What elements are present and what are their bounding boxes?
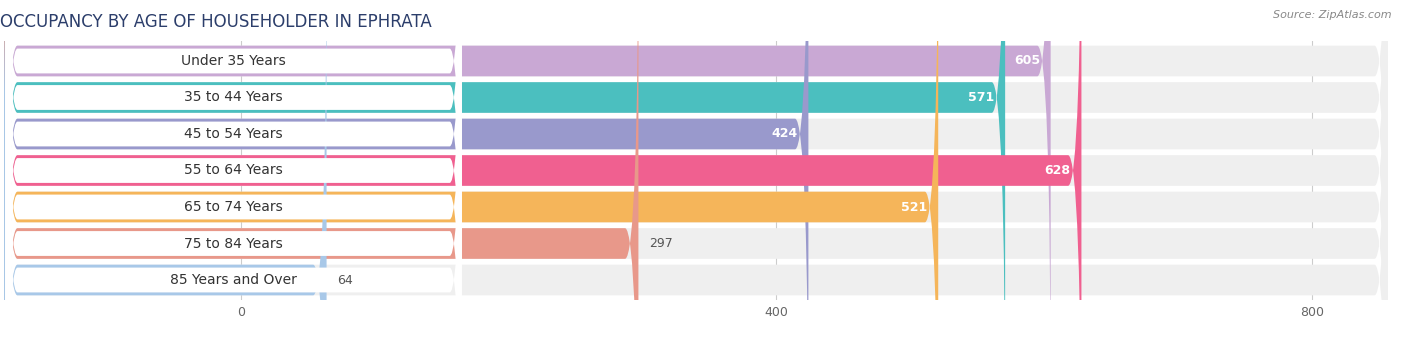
FancyBboxPatch shape bbox=[4, 0, 1388, 341]
Text: 55 to 64 Years: 55 to 64 Years bbox=[184, 163, 283, 178]
Text: Under 35 Years: Under 35 Years bbox=[181, 54, 285, 68]
FancyBboxPatch shape bbox=[4, 0, 1005, 341]
Text: OCCUPANCY BY AGE OF HOUSEHOLDER IN EPHRATA: OCCUPANCY BY AGE OF HOUSEHOLDER IN EPHRA… bbox=[0, 13, 432, 31]
FancyBboxPatch shape bbox=[4, 0, 1081, 341]
FancyBboxPatch shape bbox=[4, 0, 938, 341]
FancyBboxPatch shape bbox=[6, 0, 461, 341]
Text: 65 to 74 Years: 65 to 74 Years bbox=[184, 200, 283, 214]
FancyBboxPatch shape bbox=[4, 0, 1388, 341]
Text: 85 Years and Over: 85 Years and Over bbox=[170, 273, 297, 287]
Text: 521: 521 bbox=[901, 201, 928, 213]
Text: 628: 628 bbox=[1045, 164, 1071, 177]
Text: 424: 424 bbox=[772, 128, 797, 140]
FancyBboxPatch shape bbox=[6, 0, 461, 341]
FancyBboxPatch shape bbox=[4, 0, 326, 341]
FancyBboxPatch shape bbox=[6, 0, 461, 341]
FancyBboxPatch shape bbox=[4, 0, 1388, 341]
Text: 64: 64 bbox=[337, 273, 353, 286]
FancyBboxPatch shape bbox=[4, 0, 1050, 341]
FancyBboxPatch shape bbox=[4, 0, 1388, 341]
FancyBboxPatch shape bbox=[4, 0, 1388, 341]
FancyBboxPatch shape bbox=[4, 0, 1388, 341]
FancyBboxPatch shape bbox=[6, 0, 461, 341]
Text: 45 to 54 Years: 45 to 54 Years bbox=[184, 127, 283, 141]
Text: 605: 605 bbox=[1014, 55, 1040, 68]
FancyBboxPatch shape bbox=[6, 0, 461, 341]
FancyBboxPatch shape bbox=[4, 0, 638, 341]
Text: 297: 297 bbox=[650, 237, 673, 250]
Text: 35 to 44 Years: 35 to 44 Years bbox=[184, 90, 283, 104]
Text: 75 to 84 Years: 75 to 84 Years bbox=[184, 237, 283, 251]
FancyBboxPatch shape bbox=[6, 0, 461, 341]
Text: 571: 571 bbox=[969, 91, 994, 104]
Text: Source: ZipAtlas.com: Source: ZipAtlas.com bbox=[1274, 10, 1392, 20]
FancyBboxPatch shape bbox=[6, 0, 461, 341]
FancyBboxPatch shape bbox=[4, 0, 1388, 341]
FancyBboxPatch shape bbox=[4, 0, 808, 341]
